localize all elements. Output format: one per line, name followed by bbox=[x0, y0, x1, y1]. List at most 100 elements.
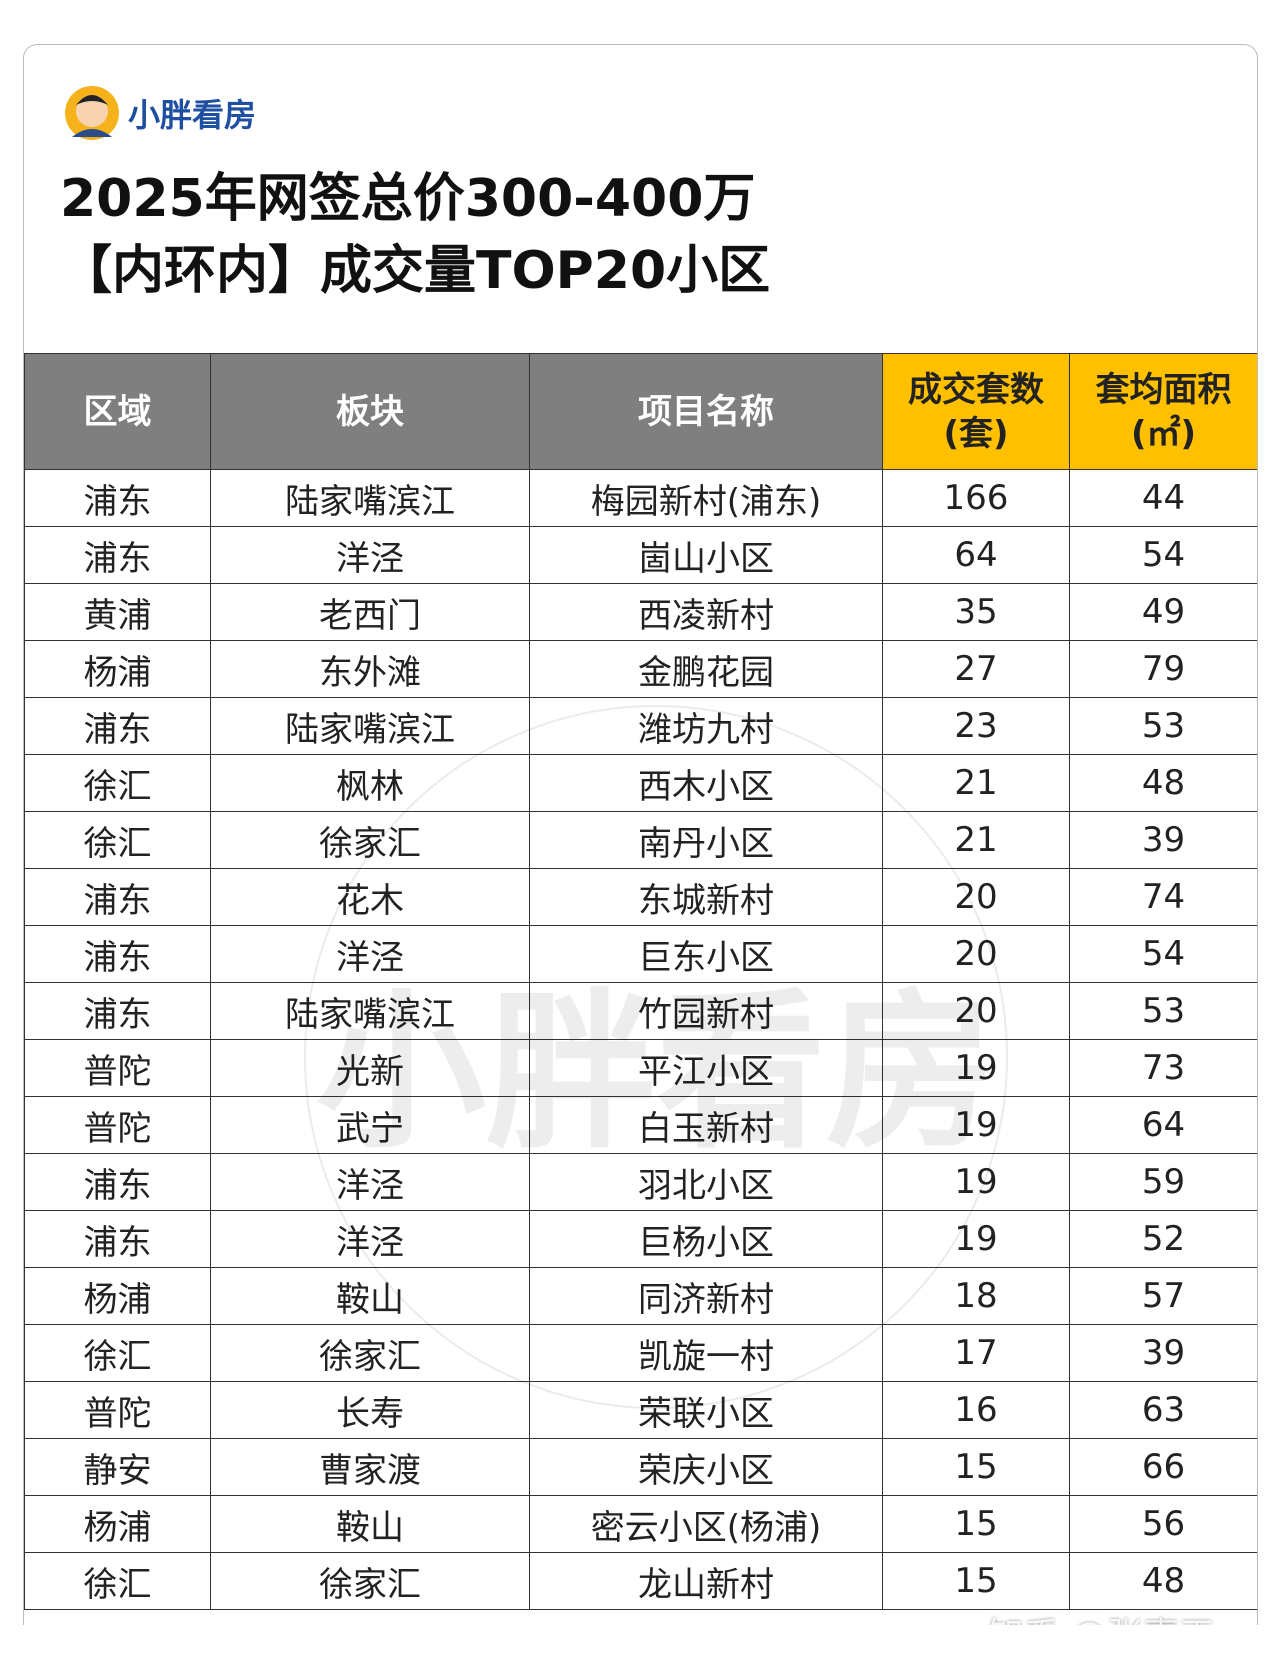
table-cell: 洋泾 bbox=[210, 526, 530, 584]
table-cell: 洋泾 bbox=[210, 1210, 530, 1268]
corner-watermark: 知乎 @张嘉天 bbox=[988, 1607, 1215, 1625]
table-cell: 徐汇 bbox=[24, 754, 211, 812]
table-cell: 羽北小区 bbox=[529, 1153, 883, 1211]
table-cell: 武宁 bbox=[210, 1096, 530, 1154]
table-cell: 老西门 bbox=[210, 583, 530, 641]
table-cell: 洋泾 bbox=[210, 1153, 530, 1211]
table-cell: 浦东 bbox=[24, 925, 211, 983]
table-cell: 西木小区 bbox=[529, 754, 883, 812]
table-row: 杨浦 鞍山 同济新村 18 57 bbox=[24, 1267, 1257, 1325]
table-cell: 普陀 bbox=[24, 1039, 211, 1097]
table-cell: 57 bbox=[1069, 1267, 1257, 1325]
table-cell: 20 bbox=[882, 925, 1070, 983]
table-cell: 徐家汇 bbox=[210, 1324, 530, 1382]
table-cell: 53 bbox=[1069, 697, 1257, 755]
table-cell: 徐汇 bbox=[24, 1324, 211, 1382]
table-cell: 白玉新村 bbox=[529, 1096, 883, 1154]
table-cell: 63 bbox=[1069, 1381, 1257, 1439]
table-cell: 16 bbox=[882, 1381, 1070, 1439]
table-cell: 长寿 bbox=[210, 1381, 530, 1439]
table-cell: 48 bbox=[1069, 754, 1257, 812]
table-row: 普陀 武宁 白玉新村 19 64 bbox=[24, 1096, 1257, 1154]
table-cell: 21 bbox=[882, 754, 1070, 812]
table-cell: 17 bbox=[882, 1324, 1070, 1382]
table-cell: 陆家嘴滨江 bbox=[210, 982, 530, 1040]
table-cell: 39 bbox=[1069, 811, 1257, 869]
table-cell: 39 bbox=[1069, 1324, 1257, 1382]
table-cell: 陆家嘴滨江 bbox=[210, 469, 530, 527]
table-cell: 48 bbox=[1069, 1552, 1257, 1610]
column-label: 项目名称 bbox=[638, 391, 774, 432]
avatar bbox=[65, 86, 119, 140]
table-cell: 浦东 bbox=[24, 526, 211, 584]
table-cell: 崮山小区 bbox=[529, 526, 883, 584]
table-cell: 普陀 bbox=[24, 1096, 211, 1154]
table-cell: 19 bbox=[882, 1210, 1070, 1268]
column-label: 区域 bbox=[83, 391, 152, 432]
table-cell: 64 bbox=[1069, 1096, 1257, 1154]
table-cell: 27 bbox=[882, 640, 1070, 698]
table-cell: 普陀 bbox=[24, 1381, 211, 1439]
table-cell: 平江小区 bbox=[529, 1039, 883, 1097]
table-cell: 79 bbox=[1069, 640, 1257, 698]
table-cell: 光新 bbox=[210, 1039, 530, 1097]
table-cell: 同济新村 bbox=[529, 1267, 883, 1325]
table-cell: 74 bbox=[1069, 868, 1257, 926]
table-cell: 19 bbox=[882, 1039, 1070, 1097]
table-cell: 166 bbox=[882, 469, 1070, 527]
table-cell: 徐家汇 bbox=[210, 811, 530, 869]
column-label: 成交套数 bbox=[908, 369, 1044, 410]
table-cell: 东城新村 bbox=[529, 868, 883, 926]
table-cell: 浦东 bbox=[24, 1153, 211, 1211]
table-cell: 竹园新村 bbox=[529, 982, 883, 1040]
table-cell: 浦东 bbox=[24, 469, 211, 527]
table-cell: 鞍山 bbox=[210, 1267, 530, 1325]
table-cell: 20 bbox=[882, 982, 1070, 1040]
table-cell: 54 bbox=[1069, 526, 1257, 584]
table-cell: 浦东 bbox=[24, 1210, 211, 1268]
table-cell: 金鹏花园 bbox=[529, 640, 883, 698]
table-row: 徐汇 徐家汇 凯旋一村 17 39 bbox=[24, 1324, 1257, 1382]
table-cell: 21 bbox=[882, 811, 1070, 869]
table-cell: 56 bbox=[1069, 1495, 1257, 1553]
table-cell: 杨浦 bbox=[24, 1267, 211, 1325]
header-row: 区域 板块 项目名称 成交套数 (套) 套均面积 (㎡) bbox=[24, 353, 1257, 470]
table-cell: 19 bbox=[882, 1096, 1070, 1154]
table-cell: 35 bbox=[882, 583, 1070, 641]
table-cell: 浦东 bbox=[24, 697, 211, 755]
table-row: 普陀 光新 平江小区 19 73 bbox=[24, 1039, 1257, 1097]
table-cell: 53 bbox=[1069, 982, 1257, 1040]
table-cell: 20 bbox=[882, 868, 1070, 926]
table-cell: 19 bbox=[882, 1153, 1070, 1211]
table-cell: 梅园新村(浦东) bbox=[529, 469, 883, 527]
table-cell: 徐汇 bbox=[24, 1552, 211, 1610]
table-row: 浦东 陆家嘴滨江 竹园新村 20 53 bbox=[24, 982, 1257, 1040]
table-cell: 徐家汇 bbox=[210, 1552, 530, 1610]
column-unit: (套) bbox=[943, 413, 1009, 454]
table-cell: 18 bbox=[882, 1267, 1070, 1325]
table-cell: 南丹小区 bbox=[529, 811, 883, 869]
table-cell: 15 bbox=[882, 1552, 1070, 1610]
table-cell: 徐汇 bbox=[24, 811, 211, 869]
table-cell: 荣联小区 bbox=[529, 1381, 883, 1439]
column-header: 成交套数 (套) bbox=[882, 353, 1070, 470]
table-cell: 密云小区(杨浦) bbox=[529, 1495, 883, 1553]
column-header: 套均面积 (㎡) bbox=[1069, 353, 1257, 470]
table-cell: 巨杨小区 bbox=[529, 1210, 883, 1268]
table-cell: 鞍山 bbox=[210, 1495, 530, 1553]
table-cell: 枫林 bbox=[210, 754, 530, 812]
brand-name: 小胖看房 bbox=[128, 96, 257, 134]
table-row: 浦东 陆家嘴滨江 梅园新村(浦东) 166 44 bbox=[24, 469, 1257, 527]
table-cell: 64 bbox=[882, 526, 1070, 584]
table-cell: 66 bbox=[1069, 1438, 1257, 1496]
title-line: 【内环内】成交量TOP20小区 bbox=[60, 241, 771, 301]
table-cell: 西凌新村 bbox=[529, 583, 883, 641]
table-cell: 49 bbox=[1069, 583, 1257, 641]
table-cell: 杨浦 bbox=[24, 1495, 211, 1553]
table-row: 徐汇 徐家汇 南丹小区 21 39 bbox=[24, 811, 1257, 869]
title: 2025年网签总价300-400万 【内环内】成交量TOP20小区 bbox=[60, 163, 770, 307]
table-cell: 荣庆小区 bbox=[529, 1438, 883, 1496]
column-unit: (㎡) bbox=[1130, 413, 1197, 454]
table-cell: 巨东小区 bbox=[529, 925, 883, 983]
